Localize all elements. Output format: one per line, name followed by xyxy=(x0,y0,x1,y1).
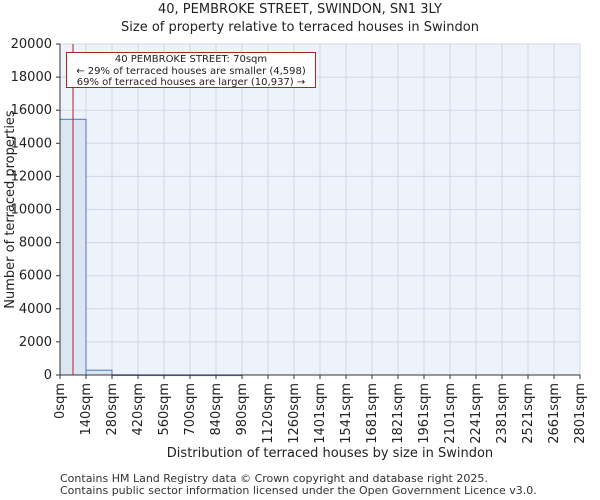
x-tick-label: 1961sqm xyxy=(417,383,432,444)
property-annotation-box: 40 PEMBROKE STREET: 70sqm ← 29% of terra… xyxy=(66,52,316,88)
x-tick-label: 2381sqm xyxy=(495,383,510,444)
y-tick-label: 18000 xyxy=(11,70,52,85)
y-tick-label: 10000 xyxy=(11,203,52,218)
x-tick-label: 700sqm xyxy=(183,383,198,436)
x-tick-label: 2801sqm xyxy=(573,383,588,444)
histogram-bar xyxy=(85,369,113,376)
footer-line-2: Contains public sector information licen… xyxy=(60,484,537,497)
y-tick-label: 16000 xyxy=(11,103,52,118)
x-tick-label: 1120sqm xyxy=(261,383,276,444)
x-tick-label: 980sqm xyxy=(235,383,250,436)
x-tick-label: 280sqm xyxy=(105,383,120,436)
chart-title: 40, PEMBROKE STREET, SWINDON, SN1 3LY xyxy=(158,2,442,17)
x-tick-label: 1260sqm xyxy=(287,383,302,444)
x-tick-label: 140sqm xyxy=(79,383,94,436)
chart-subtitle: Size of property relative to terraced ho… xyxy=(121,20,479,35)
y-tick-label: 6000 xyxy=(19,269,52,284)
y-tick-label: 14000 xyxy=(11,136,52,151)
annotation-line-2: ← 29% of terraced houses are smaller (4,… xyxy=(76,65,306,77)
y-tick-label: 0 xyxy=(44,368,52,383)
x-tick-label: 1401sqm xyxy=(313,383,328,444)
x-tick-label: 1821sqm xyxy=(391,383,406,444)
y-tick-label: 4000 xyxy=(19,302,52,317)
x-tick-label: 1681sqm xyxy=(365,383,380,444)
annotation-line-3: 69% of terraced houses are larger (10,93… xyxy=(76,77,306,88)
x-tick-label: 560sqm xyxy=(157,383,172,436)
x-tick-label: 840sqm xyxy=(209,383,224,436)
y-tick-label: 12000 xyxy=(11,169,52,184)
y-axis-title: Number of terraced properties xyxy=(3,110,18,309)
y-tick-label: 20000 xyxy=(11,37,52,52)
x-tick-label: 2101sqm xyxy=(443,383,458,444)
annotation-line-1: 40 PEMBROKE STREET: 70sqm xyxy=(114,54,268,65)
x-tick-label: 420sqm xyxy=(131,383,146,436)
x-tick-label: 1541sqm xyxy=(339,383,354,444)
x-tick-label: 2521sqm xyxy=(521,383,536,444)
x-tick-label: 2241sqm xyxy=(469,383,484,444)
x-axis-title: Distribution of terraced houses by size … xyxy=(167,446,493,461)
x-tick-label: 0sqm xyxy=(53,383,68,419)
footer-line-1: Contains HM Land Registry data © Crown c… xyxy=(60,472,488,485)
y-tick-label: 2000 xyxy=(19,335,52,350)
x-tick-label: 2661sqm xyxy=(547,383,562,444)
y-tick-label: 8000 xyxy=(19,236,52,251)
